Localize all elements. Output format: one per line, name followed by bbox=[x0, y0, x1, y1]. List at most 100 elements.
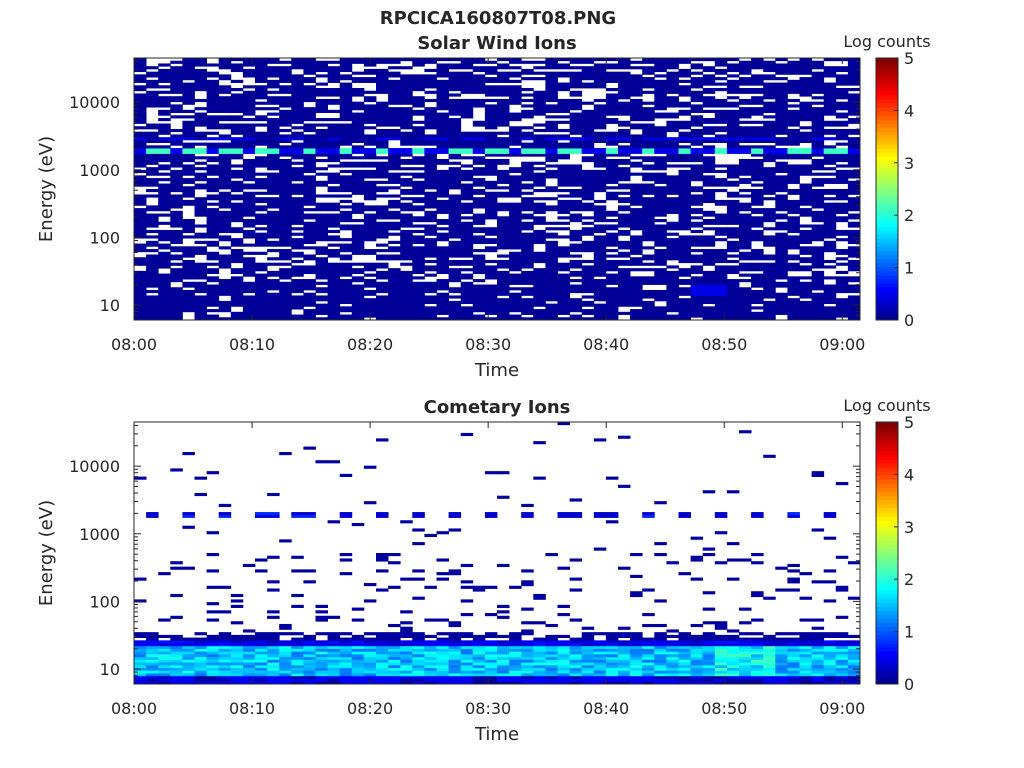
heatmap-cell bbox=[412, 251, 425, 255]
heatmap-cell bbox=[206, 675, 220, 679]
heatmap-cell bbox=[448, 178, 462, 182]
heatmap-cell bbox=[581, 134, 595, 138]
heatmap-cell bbox=[315, 270, 328, 275]
heatmap-cell bbox=[291, 150, 304, 154]
heatmap-cell bbox=[158, 145, 171, 149]
heatmap-cell bbox=[448, 58, 462, 62]
heatmap-cell bbox=[230, 219, 244, 223]
heatmap-cell bbox=[460, 232, 474, 236]
heatmap-cell bbox=[484, 137, 498, 141]
heatmap-cell bbox=[339, 148, 353, 152]
heatmap-cell bbox=[134, 632, 147, 636]
heatmap-cell bbox=[327, 295, 341, 299]
heatmap-cell bbox=[460, 284, 474, 288]
heatmap-cell bbox=[557, 101, 570, 105]
heatmap-cell bbox=[618, 246, 631, 250]
heatmap-cell bbox=[775, 93, 788, 97]
heatmap-cell bbox=[714, 289, 728, 294]
heatmap-cell bbox=[581, 303, 595, 307]
heatmap-cell bbox=[775, 88, 788, 92]
heatmap-cell bbox=[630, 88, 643, 92]
heatmap-cell bbox=[484, 90, 498, 94]
heatmap-cell bbox=[799, 249, 812, 253]
heatmap-cell bbox=[134, 153, 147, 157]
heatmap-cell bbox=[811, 309, 825, 313]
heatmap-cell bbox=[351, 311, 365, 315]
heatmap-cell bbox=[678, 257, 691, 261]
heatmap-cell bbox=[654, 251, 667, 255]
heatmap-cell bbox=[666, 197, 679, 201]
heatmap-cell bbox=[230, 93, 244, 97]
heatmap-cell bbox=[823, 148, 837, 152]
heatmap-cell bbox=[255, 142, 268, 146]
heatmap-cell bbox=[702, 158, 716, 163]
colorbar-tick-label: 2 bbox=[904, 206, 914, 225]
heatmap-cell bbox=[376, 243, 389, 247]
heatmap-cell bbox=[158, 678, 171, 682]
heatmap-cell bbox=[654, 276, 667, 280]
heatmap-cell bbox=[847, 232, 861, 236]
heatmap-cell bbox=[279, 656, 292, 660]
heatmap-cell bbox=[847, 240, 861, 244]
heatmap-cell bbox=[666, 178, 679, 182]
colorbar-swatch bbox=[876, 78, 898, 84]
heatmap-cell bbox=[545, 251, 558, 255]
colorbar-swatch bbox=[876, 111, 898, 116]
heatmap-cell bbox=[690, 137, 704, 141]
heatmap-cell bbox=[666, 156, 679, 160]
heatmap-cell bbox=[279, 180, 292, 184]
heatmap-cell bbox=[206, 123, 220, 127]
heatmap-cell bbox=[267, 306, 280, 310]
heatmap-cell bbox=[751, 314, 764, 318]
heatmap-cell bbox=[436, 292, 449, 296]
heatmap-cell bbox=[146, 634, 159, 639]
heatmap-cell bbox=[267, 229, 280, 234]
heatmap-cell bbox=[230, 175, 244, 179]
heatmap-cell bbox=[497, 77, 510, 81]
heatmap-cell bbox=[521, 104, 534, 108]
heatmap-cell bbox=[303, 667, 316, 671]
heatmap-cell bbox=[702, 243, 716, 247]
heatmap-cell bbox=[303, 240, 316, 244]
heatmap-cell bbox=[678, 178, 691, 182]
heatmap-cell bbox=[194, 287, 207, 291]
heatmap-cell bbox=[182, 120, 195, 124]
heatmap-cell bbox=[533, 145, 546, 149]
heatmap-cell bbox=[605, 240, 619, 244]
heatmap-cell bbox=[218, 640, 232, 644]
heatmap-cell bbox=[714, 298, 728, 302]
heatmap-cell bbox=[218, 656, 232, 660]
heatmap-cell bbox=[775, 96, 788, 100]
heatmap-cell bbox=[654, 66, 667, 70]
heatmap-cell bbox=[666, 126, 679, 130]
heatmap-cell bbox=[823, 317, 837, 321]
heatmap-cell bbox=[388, 82, 401, 86]
heatmap-cell bbox=[146, 148, 159, 152]
heatmap-cell bbox=[630, 289, 643, 294]
heatmap-cell bbox=[351, 60, 365, 64]
heatmap-cell bbox=[146, 219, 159, 223]
heatmap-cell bbox=[593, 281, 607, 285]
heatmap-cell bbox=[400, 101, 413, 105]
heatmap-cell bbox=[158, 314, 171, 318]
heatmap-cell bbox=[158, 205, 171, 209]
heatmap-cell bbox=[690, 186, 704, 190]
heatmap-cell bbox=[230, 153, 244, 157]
heatmap-cell bbox=[666, 317, 679, 321]
heatmap-cell bbox=[412, 265, 425, 269]
heatmap-cell bbox=[291, 306, 304, 310]
heatmap-cell bbox=[690, 169, 704, 174]
heatmap-cell bbox=[134, 659, 147, 663]
heatmap-cell bbox=[303, 640, 316, 644]
heatmap-cell bbox=[327, 311, 341, 315]
heatmap-cell bbox=[412, 235, 425, 239]
heatmap-cell bbox=[847, 60, 861, 64]
heatmap-cell bbox=[303, 71, 316, 75]
heatmap-cell bbox=[557, 74, 570, 78]
heatmap-cell bbox=[484, 60, 498, 64]
heatmap-cell bbox=[182, 134, 195, 138]
heatmap-cell bbox=[460, 243, 474, 247]
heatmap-cell bbox=[303, 281, 316, 285]
heatmap-cell bbox=[472, 205, 486, 209]
heatmap-cell bbox=[460, 306, 474, 310]
